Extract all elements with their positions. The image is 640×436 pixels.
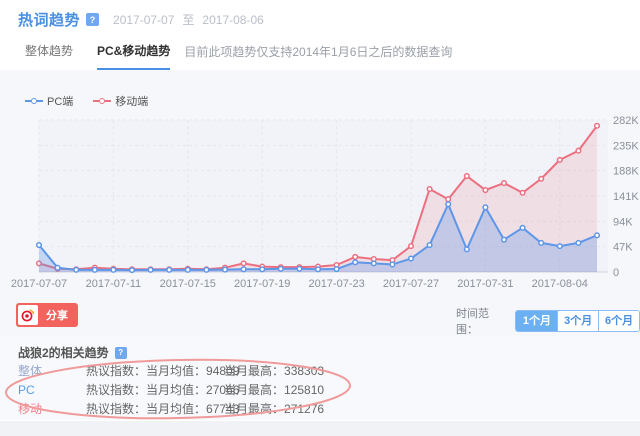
related-max: 当月最高：338303 bbox=[224, 364, 325, 378]
svg-text:2017-07-11: 2017-07-11 bbox=[86, 278, 141, 290]
tab-overall-trend[interactable]: 整体趋势 bbox=[25, 44, 74, 58]
legend-marker bbox=[37, 100, 43, 102]
related-row-pc: PC 热议指数：当月均值：27066 当月最高：125810 bbox=[0, 381, 640, 400]
svg-text:2017-07-15: 2017-07-15 bbox=[160, 278, 216, 290]
tab-pc-mobile-trend[interactable]: PC&移动趋势 bbox=[97, 42, 171, 71]
legend-item-mobile[interactable]: 移动端 bbox=[93, 93, 148, 109]
date-range: 2017-07-07 至 2017-08-06 bbox=[113, 11, 264, 28]
help-icon[interactable]: ? bbox=[86, 13, 100, 26]
related-link-overall[interactable]: 整体 bbox=[18, 364, 43, 378]
svg-text:0: 0 bbox=[613, 267, 619, 279]
svg-text:94K: 94K bbox=[613, 216, 633, 228]
svg-text:2017-08-04: 2017-08-04 bbox=[532, 278, 588, 290]
svg-text:188K: 188K bbox=[613, 166, 639, 178]
svg-text:2017-07-27: 2017-07-27 bbox=[383, 278, 439, 290]
svg-text:2017-07-23: 2017-07-23 bbox=[308, 278, 364, 290]
svg-text:2017-07-19: 2017-07-19 bbox=[234, 278, 290, 290]
legend-marker-dot bbox=[99, 98, 106, 104]
time-range-6month-button[interactable]: 6个月 bbox=[598, 311, 639, 331]
related-metric: 热议指数：当月均值：67743 bbox=[86, 402, 240, 416]
legend-marker bbox=[25, 100, 31, 102]
related-row-mobile: 移动 热议指数：当月均值：67743 当月最高：271276 bbox=[0, 400, 640, 419]
share-button[interactable]: 分享 bbox=[16, 303, 78, 327]
svg-text:47K: 47K bbox=[613, 242, 633, 254]
trend-chart-svg[interactable]: 0 47K 94K 141K 188K 235K 282K 2017-07-07 2017-07… bbox=[0, 110, 640, 302]
legend-label-pc: PC端 bbox=[47, 96, 74, 108]
time-range-label: 时间范围： bbox=[456, 308, 489, 336]
time-range-3month-button[interactable]: 3个月 bbox=[557, 311, 599, 331]
svg-text:2017-07-07: 2017-07-07 bbox=[11, 278, 67, 290]
related-metric: 热议指数：当月均值：94809 bbox=[86, 364, 240, 378]
legend-item-pc[interactable]: PC端 bbox=[25, 93, 73, 109]
legend-marker-dot bbox=[31, 98, 37, 104]
related-metric: 热议指数：当月均值：27066 bbox=[86, 383, 240, 397]
related-link-mobile[interactable]: 移动 bbox=[18, 402, 43, 416]
related-help-icon[interactable]: ? bbox=[114, 346, 127, 359]
weibo-icon bbox=[18, 305, 38, 325]
page-title: 热词趋势 bbox=[18, 12, 81, 29]
svg-text:235K: 235K bbox=[613, 140, 639, 152]
related-max: 当月最高：125810 bbox=[224, 383, 325, 397]
time-range-1month-button[interactable]: 1个月 bbox=[516, 311, 558, 331]
chart-panel: PC端 移动端 0 47K 94K 141K 188K 235K 282K 2017-07-0… bbox=[0, 70, 640, 336]
share-label: 分享 bbox=[46, 310, 68, 322]
tabs-note: 目前此项趋势仅支持2014年1月6日之后的数据查询 bbox=[184, 45, 453, 59]
date-separator: 至 bbox=[182, 13, 195, 27]
related-trends-title: 战狼2的相关趋势 bbox=[18, 346, 109, 360]
footer-strip bbox=[0, 420, 640, 436]
related-link-pc[interactable]: PC bbox=[18, 383, 35, 397]
svg-text:282K: 282K bbox=[613, 115, 639, 127]
time-range-group: 1个月 3个月 6个月 bbox=[515, 310, 640, 332]
legend-marker bbox=[105, 100, 112, 102]
trend-tabs: 整体趋势 PC&移动趋势 目前此项趋势仅支持2014年1月6日之后的数据查询 bbox=[25, 42, 452, 71]
chart-legend: PC端 移动端 bbox=[25, 93, 148, 109]
svg-text:2017-07-31: 2017-07-31 bbox=[457, 278, 513, 290]
related-trends-section: 战狼2的相关趋势 ? 整体 热议指数：当月均值：94809 当月最高：33830… bbox=[0, 336, 640, 420]
legend-label-mobile: 移动端 bbox=[115, 96, 149, 108]
svg-text:141K: 141K bbox=[613, 191, 639, 203]
related-row-overall: 整体 热议指数：当月均值：94809 当月最高：338303 bbox=[0, 362, 640, 381]
legend-marker bbox=[93, 100, 100, 102]
date-start[interactable]: 2017-07-07 bbox=[113, 12, 175, 27]
page-header: 热词趋势 ? 2017-07-07 至 2017-08-06 bbox=[18, 9, 264, 30]
time-range-control: 时间范围： 1个月 3个月 6个月 bbox=[456, 305, 640, 337]
date-end[interactable]: 2017-08-06 bbox=[202, 12, 264, 27]
related-max: 当月最高：271276 bbox=[224, 402, 325, 416]
